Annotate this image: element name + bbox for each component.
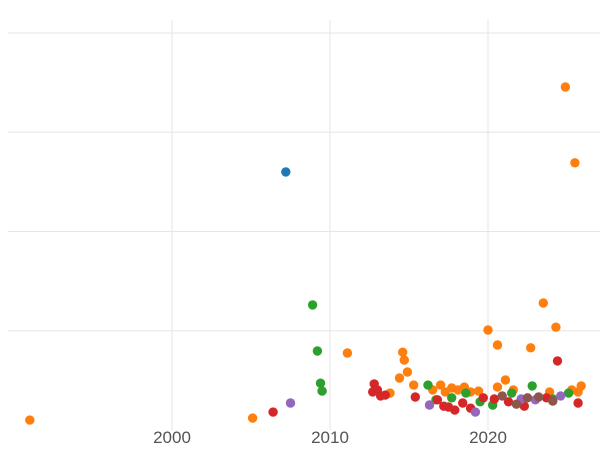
data-point	[447, 393, 457, 403]
data-point	[25, 415, 35, 425]
data-point	[551, 322, 561, 332]
data-point	[410, 392, 420, 402]
data-point	[317, 386, 327, 396]
data-point	[247, 413, 258, 423]
data-point	[538, 298, 548, 308]
data-point	[473, 386, 484, 396]
data-point	[315, 378, 326, 388]
data-point	[492, 382, 503, 392]
data-point	[409, 380, 419, 390]
data-point	[483, 325, 493, 335]
series-red	[268, 356, 583, 417]
data-point	[423, 380, 433, 390]
data-point	[533, 392, 544, 402]
data-point	[470, 407, 481, 417]
data-point	[511, 399, 522, 409]
x-axis-tick-label: 2000	[153, 428, 191, 447]
data-point	[450, 405, 460, 415]
data-point	[435, 380, 446, 390]
data-point	[380, 390, 390, 400]
data-point	[560, 82, 571, 92]
data-point	[281, 167, 291, 177]
data-point	[394, 373, 405, 383]
data-point	[522, 393, 533, 403]
data-point	[573, 398, 583, 408]
data-point	[268, 407, 278, 417]
gridlines	[8, 20, 600, 430]
data-point	[402, 367, 413, 377]
data-point	[398, 347, 408, 357]
data-point	[563, 388, 574, 398]
data-point	[478, 393, 488, 403]
data-point	[492, 340, 503, 350]
data-point	[519, 401, 529, 411]
data-point	[432, 395, 443, 405]
data-point	[576, 381, 586, 391]
series-blue	[281, 167, 291, 177]
x-axis-tick-label: 2010	[311, 428, 349, 447]
data-point	[548, 396, 558, 406]
data-point	[424, 400, 435, 410]
data-point	[399, 355, 409, 365]
data-point	[342, 348, 353, 358]
series-brown	[497, 391, 558, 409]
data-point	[458, 398, 468, 408]
data-point	[489, 394, 499, 404]
series-orange	[25, 82, 586, 425]
data-point	[497, 391, 507, 401]
data-point	[500, 375, 511, 385]
data-point	[527, 381, 537, 391]
data-point	[307, 300, 318, 310]
data-point	[507, 388, 517, 398]
data-point	[556, 391, 566, 401]
data-point	[526, 343, 536, 353]
x-axis-tick-label: 2020	[469, 428, 507, 447]
data-point	[461, 388, 471, 398]
data-point	[552, 356, 563, 366]
data-point	[285, 398, 296, 408]
data-point	[312, 346, 323, 356]
data-point	[503, 397, 514, 407]
data-point	[570, 158, 580, 168]
